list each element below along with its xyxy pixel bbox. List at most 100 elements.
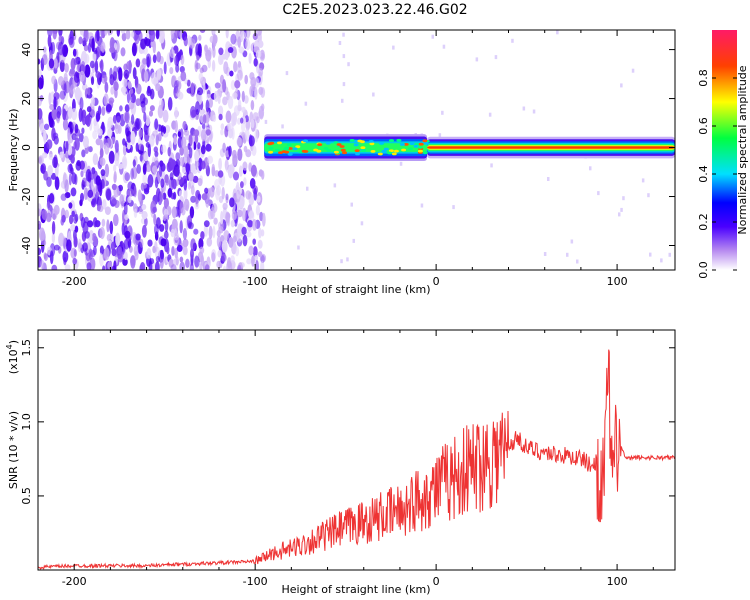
noise-cell [121,155,128,170]
colorbar-gradient [712,30,737,270]
noise-cell [218,158,223,171]
noise-cell [87,87,91,96]
bottom-y-axis-label: SNR (10 * v/v) [7,411,20,489]
signal-blob [295,145,301,149]
x-tick-label: -100 [243,275,268,288]
noise-cell [179,256,184,263]
noise-cell [231,210,237,221]
noise-cell [225,193,229,201]
noise-cell [155,83,161,92]
noise-cell [201,123,206,130]
noise-cell [179,261,185,270]
noise-cell [253,187,257,201]
noise-cell [149,88,155,100]
noise-cell [113,171,117,182]
noise-cell [202,139,206,149]
noise-cell [169,172,174,181]
noise-cell [130,114,135,125]
noise-cell [237,264,242,270]
noise-cell [145,164,152,173]
noise-cell [90,172,94,181]
noise-cell [218,105,224,117]
noise-cell [82,242,88,252]
noise-cell [181,207,186,216]
noise-cell [110,241,116,251]
signal-blob [417,146,423,149]
noise-cell [195,196,199,205]
noise-cell [147,126,151,136]
noise-cell [248,245,254,256]
signal-blob [333,141,339,144]
noise-cell [107,128,113,138]
noise-cell [57,41,65,56]
noise-cell [164,125,171,134]
noise-cell [132,159,136,168]
noise-cell [73,249,77,257]
noise-cell [81,127,85,134]
noise-speckle [341,98,344,103]
noise-cell [51,107,58,120]
noise-cell [108,150,115,164]
noise-cell [244,115,249,123]
noise-cell [90,96,95,107]
noise-cell [230,33,237,45]
noise-cell [95,110,100,123]
noise-cell [160,162,166,172]
noise-cell [160,30,165,40]
noise-cell [87,220,94,228]
noise-speckle [556,30,559,35]
noise-cell [183,145,189,158]
noise-cell [103,74,108,83]
noise-cell [155,256,160,263]
noise-cell [71,133,77,141]
noise-cell [139,93,146,104]
noise-cell [159,255,164,269]
noise-cell [210,206,216,220]
noise-cell [78,242,82,249]
y-tick-label: 0 [20,144,33,151]
noise-cell [182,246,188,256]
noise-cell [51,232,56,244]
noise-cell [160,249,164,260]
noise-cell [190,105,196,119]
noise-cell [175,63,180,73]
noise-cell [238,165,243,177]
noise-cell [41,54,48,66]
signal-blob [422,151,428,155]
noise-cell [169,49,176,59]
noise-cell [40,164,44,172]
noise-cell [115,112,121,123]
snr-series-line [38,349,675,570]
noise-cell [73,236,78,248]
noise-cell [216,235,221,248]
noise-cell [80,30,84,36]
noise-cell [132,67,137,80]
noise-cell [230,255,235,264]
noise-cell [201,160,206,170]
noise-cell [253,255,259,262]
colorbar-tick-label: 0.2 [697,213,710,231]
noise-cell [163,61,167,75]
noise-cell [48,193,55,204]
noise-cell [85,169,92,182]
signal-blob [284,146,290,150]
signal-blob [274,148,280,152]
noise-cell [59,151,64,159]
noise-cell [138,129,143,138]
noise-cell [84,231,90,239]
noise-cell [133,185,137,198]
noise-cell [124,230,131,239]
noise-cell [163,197,169,209]
noise-cell [84,53,90,64]
noise-cell [42,130,46,140]
noise-cell [54,176,60,190]
noise-cell [178,190,182,198]
noise-cell [70,224,77,232]
noise-cell [233,61,238,73]
noise-cell [223,61,229,75]
signal-blob [336,143,342,146]
svg-text:(x104): (x104) [5,340,20,374]
noise-cell [152,54,157,64]
